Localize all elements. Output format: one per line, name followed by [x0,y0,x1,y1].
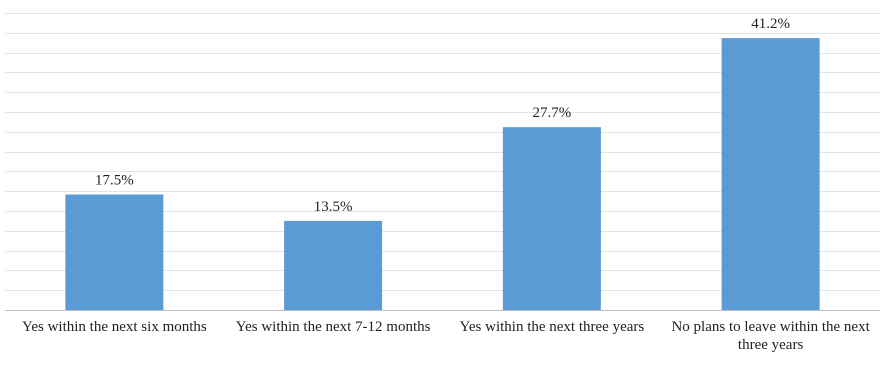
data-label-2: 13.5% [314,199,353,215]
category-label-3: Yes within the next three years [459,319,645,335]
bar-3 [502,127,601,311]
bar-4 [721,38,820,311]
bar-1 [65,194,164,310]
data-label-4: 41.2% [751,16,790,32]
category-label-1: Yes within the next six months [22,319,207,335]
category-label-2: Yes within the next 7-12 months [235,319,431,335]
data-label-3: 27.7% [533,105,572,121]
data-label-1: 17.5% [95,173,134,189]
bar-2 [284,220,383,310]
category-label-4: No plans to leave within the next three … [671,319,870,353]
